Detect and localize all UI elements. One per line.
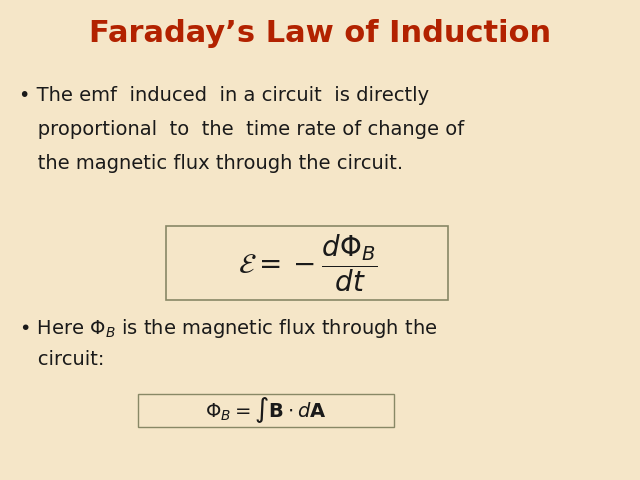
Text: • The emf  induced  in a circuit  is directly: • The emf induced in a circuit is direct… [19,86,429,106]
Text: • Here $\Phi_B$ is the magnetic flux through the: • Here $\Phi_B$ is the magnetic flux thr… [19,317,438,340]
Text: $\mathcal{E} = -\dfrac{d\Phi_B}{dt}$: $\mathcal{E} = -\dfrac{d\Phi_B}{dt}$ [237,232,377,294]
FancyBboxPatch shape [138,394,394,427]
Text: proportional  to  the  time rate of change of: proportional to the time rate of change … [19,120,465,139]
Text: Faraday’s Law of Induction: Faraday’s Law of Induction [89,19,551,48]
Text: $\Phi_B = \int \mathbf{B} \cdot d\mathbf{A}$: $\Phi_B = \int \mathbf{B} \cdot d\mathbf… [205,396,326,425]
Text: the magnetic flux through the circuit.: the magnetic flux through the circuit. [19,154,403,173]
Text: circuit:: circuit: [19,350,104,370]
FancyBboxPatch shape [166,226,448,300]
